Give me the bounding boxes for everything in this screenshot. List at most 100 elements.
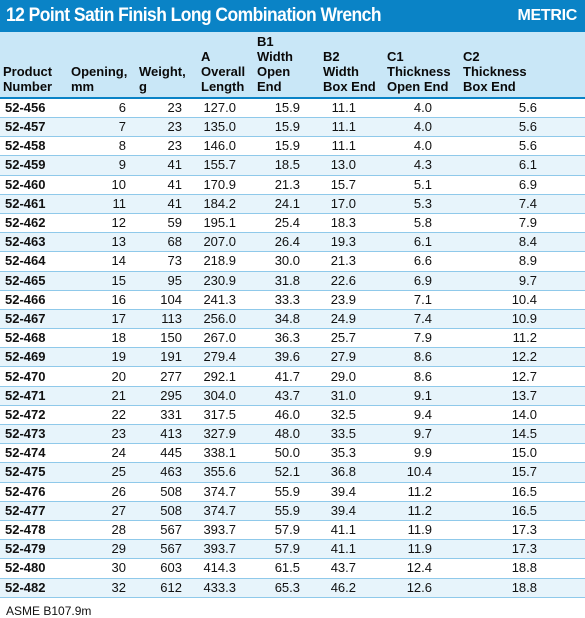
cell-c2: 7.9 [460, 213, 585, 232]
cell-b1: 33.3 [254, 290, 320, 309]
cell-c2: 14.0 [460, 405, 585, 424]
cell-b1: 18.5 [254, 156, 320, 175]
cell-b2: 41.1 [320, 520, 384, 539]
table-row: 52-464 14 73 218.9 30.0 21.3 6.6 8.9 [0, 252, 585, 271]
table-row: 52-470 20 277 292.1 41.7 29.0 8.6 12.7 [0, 367, 585, 386]
cell-opening: 7 [68, 118, 136, 137]
cell-weight: 508 [136, 501, 198, 520]
cell-opening: 15 [68, 271, 136, 290]
cell-b1: 15.9 [254, 137, 320, 156]
table-row: 52-476 26 508 374.7 55.9 39.4 11.2 16.5 [0, 482, 585, 501]
cell-weight: 41 [136, 156, 198, 175]
cell-weight: 331 [136, 405, 198, 424]
column-header-line: A [201, 49, 251, 64]
product-number-cell: 52-461 [0, 194, 68, 213]
column-header-c1: C1 Thickness Open End [384, 32, 460, 98]
cell-b1: 43.7 [254, 386, 320, 405]
product-number-cell: 52-459 [0, 156, 68, 175]
cell-c2: 15.0 [460, 444, 585, 463]
cell-opening: 21 [68, 386, 136, 405]
cell-c1: 11.9 [384, 520, 460, 539]
table-row: 52-465 15 95 230.9 31.8 22.6 6.9 9.7 [0, 271, 585, 290]
cell-b1: 24.1 [254, 194, 320, 213]
cell-length: 433.3 [198, 578, 254, 597]
column-header-line [3, 49, 65, 64]
product-number-cell: 52-460 [0, 175, 68, 194]
cell-c1: 9.9 [384, 444, 460, 463]
cell-length: 184.2 [198, 194, 254, 213]
cell-weight: 41 [136, 194, 198, 213]
column-header-line: Opening, [71, 64, 133, 79]
column-header-line: C1 [387, 49, 457, 64]
cell-b2: 23.9 [320, 290, 384, 309]
cell-b1: 55.9 [254, 501, 320, 520]
column-header-line: Open End [257, 64, 317, 94]
cell-c1: 12.4 [384, 559, 460, 578]
table-title: 12 Point Satin Finish Long Combination W… [6, 5, 381, 27]
cell-b2: 29.0 [320, 367, 384, 386]
cell-c1: 4.0 [384, 137, 460, 156]
cell-opening: 25 [68, 463, 136, 482]
cell-c1: 8.6 [384, 348, 460, 367]
cell-b2: 41.1 [320, 540, 384, 559]
cell-opening: 14 [68, 252, 136, 271]
cell-c1: 6.1 [384, 233, 460, 252]
cell-opening: 12 [68, 213, 136, 232]
column-header-line: Thickness [463, 64, 582, 79]
cell-c1: 7.4 [384, 309, 460, 328]
cell-b1: 25.4 [254, 213, 320, 232]
table-row: 52-478 28 567 393.7 57.9 41.1 11.9 17.3 [0, 520, 585, 539]
cell-length: 414.3 [198, 559, 254, 578]
table-row: 52-482 32 612 433.3 65.3 46.2 12.6 18.8 [0, 578, 585, 597]
cell-weight: 95 [136, 271, 198, 290]
cell-weight: 59 [136, 213, 198, 232]
product-number-cell: 52-469 [0, 348, 68, 367]
cell-length: 279.4 [198, 348, 254, 367]
table-row: 52-466 16 104 241.3 33.3 23.9 7.1 10.4 [0, 290, 585, 309]
cell-b1: 39.6 [254, 348, 320, 367]
cell-c1: 10.4 [384, 463, 460, 482]
cell-weight: 23 [136, 98, 198, 118]
cell-length: 135.0 [198, 118, 254, 137]
table-row: 52-468 18 150 267.0 36.3 25.7 7.9 11.2 [0, 329, 585, 348]
column-header-opening: Opening, mm [68, 32, 136, 98]
cell-b2: 22.6 [320, 271, 384, 290]
product-number-cell: 52-458 [0, 137, 68, 156]
cell-opening: 8 [68, 137, 136, 156]
table-row: 52-472 22 331 317.5 46.0 32.5 9.4 14.0 [0, 405, 585, 424]
column-header-line: Open End [387, 79, 457, 94]
cell-opening: 17 [68, 309, 136, 328]
cell-weight: 277 [136, 367, 198, 386]
column-header-line: Width [257, 49, 317, 64]
cell-b1: 50.0 [254, 444, 320, 463]
cell-b2: 15.7 [320, 175, 384, 194]
cell-opening: 23 [68, 425, 136, 444]
cell-weight: 191 [136, 348, 198, 367]
cell-b1: 21.3 [254, 175, 320, 194]
cell-c1: 4.0 [384, 98, 460, 118]
column-header-line: Thickness [387, 64, 457, 79]
column-header-line: Product [3, 64, 65, 79]
column-header-line: B1 [257, 34, 317, 49]
cell-c2: 17.3 [460, 540, 585, 559]
cell-weight: 508 [136, 482, 198, 501]
cell-b1: 65.3 [254, 578, 320, 597]
cell-c1: 5.8 [384, 213, 460, 232]
table-row: 52-460 10 41 170.9 21.3 15.7 5.1 6.9 [0, 175, 585, 194]
cell-c2: 6.9 [460, 175, 585, 194]
cell-length: 292.1 [198, 367, 254, 386]
column-header-line: Weight, [139, 64, 195, 79]
cell-c1: 11.2 [384, 501, 460, 520]
product-number-cell: 52-464 [0, 252, 68, 271]
column-header-line: Box End [463, 79, 582, 94]
product-number-cell: 52-465 [0, 271, 68, 290]
cell-b2: 17.0 [320, 194, 384, 213]
cell-c1: 7.1 [384, 290, 460, 309]
column-header-line: Overall [201, 64, 251, 79]
table-row: 52-469 19 191 279.4 39.6 27.9 8.6 12.2 [0, 348, 585, 367]
cell-c2: 10.4 [460, 290, 585, 309]
cell-weight: 68 [136, 233, 198, 252]
cell-length: 317.5 [198, 405, 254, 424]
cell-weight: 567 [136, 520, 198, 539]
product-number-cell: 52-482 [0, 578, 68, 597]
